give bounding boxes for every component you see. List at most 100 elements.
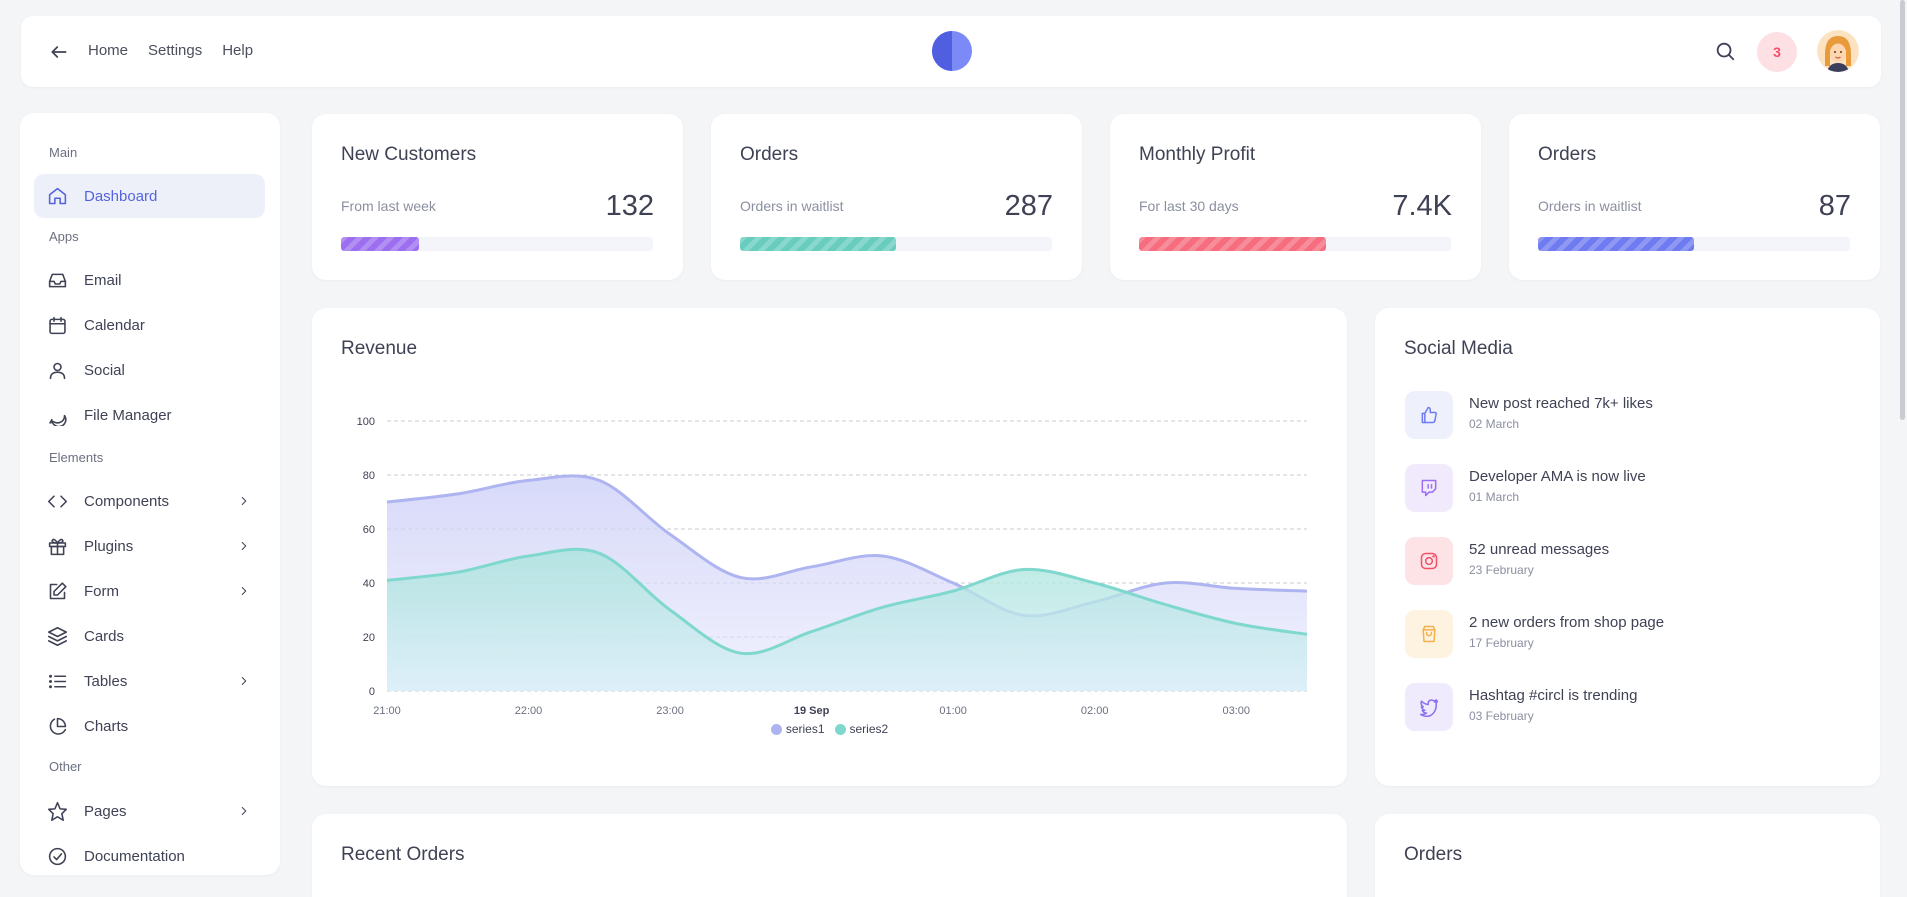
x-tick-label: 19 Sep <box>794 705 830 717</box>
sidebar-item-label: Charts <box>84 717 129 735</box>
calendar-icon <box>46 314 68 336</box>
sidebar-item-tables[interactable]: Tables <box>34 659 265 703</box>
top-bar: Home Settings Help 3 <box>21 16 1881 87</box>
nav-settings[interactable]: Settings <box>148 42 203 59</box>
stat-value: 7.4K <box>1392 190 1452 222</box>
sidebar-item-charts[interactable]: Charts <box>34 704 265 748</box>
stat-progress-fill <box>1139 237 1327 251</box>
chevron-right-icon[interactable] <box>237 804 251 818</box>
notification-badge[interactable]: 3 <box>1757 32 1797 72</box>
sidebar-item-label: Components <box>84 492 170 510</box>
search-icon[interactable] <box>1714 40 1738 64</box>
social-list-item[interactable]: 2 new orders from shop page 17 February <box>1405 610 1845 658</box>
sidebar-item-file-manager[interactable]: File Manager <box>34 393 265 437</box>
sidebar-item-email[interactable]: Email <box>34 258 265 302</box>
social-item-date: 01 March <box>1469 490 1520 504</box>
sidebar-item-label: Cards <box>84 627 125 645</box>
check-circle-icon <box>46 845 68 867</box>
stat-subtitle: For last 30 days <box>1139 198 1239 214</box>
legend-item-series2[interactable]: series2 <box>834 722 889 736</box>
stat-title: New Customers <box>341 144 477 165</box>
pie-chart-icon <box>46 715 68 737</box>
sidebar-item-label: Pages <box>84 802 127 820</box>
instagram-icon[interactable] <box>1405 537 1453 585</box>
stat-subtitle: Orders in waitlist <box>740 198 844 214</box>
scrollbar-thumb[interactable] <box>1900 0 1905 420</box>
star-icon <box>46 800 68 822</box>
logo-icon[interactable] <box>932 31 972 71</box>
social-item-text: Hashtag #circl is trending <box>1469 687 1638 704</box>
social-item-text: New post reached 7k+ likes <box>1469 395 1653 412</box>
stat-progress-track <box>740 237 1052 251</box>
layers-icon <box>46 625 68 647</box>
sidebar-item-components[interactable]: Components <box>34 479 265 523</box>
sidebar-item-documentation[interactable]: Documentation <box>34 834 265 878</box>
chevron-right-icon[interactable] <box>237 674 251 688</box>
sidebar-item-dashboard[interactable]: Dashboard <box>34 174 265 218</box>
sidebar-item-label: Tables <box>84 672 128 690</box>
chevron-right-icon[interactable] <box>237 539 251 553</box>
twitter-icon[interactable] <box>1405 683 1453 731</box>
sidebar-item-pages[interactable]: Pages <box>34 789 265 833</box>
gift-icon <box>46 535 68 557</box>
y-tick-label: 0 <box>369 686 375 698</box>
legend-label: series2 <box>849 722 889 736</box>
x-tick-label: 02:00 <box>1081 705 1109 717</box>
stat-value: 132 <box>605 190 654 222</box>
code-icon <box>46 490 68 512</box>
sidebar-item-cards[interactable]: Cards <box>34 614 265 658</box>
sidebar-item-form[interactable]: Form <box>34 569 265 613</box>
user-icon <box>46 359 68 381</box>
stat-title: Orders <box>740 144 799 165</box>
chart-legend: series1 series2 <box>312 722 1347 736</box>
x-tick-label: 22:00 <box>515 705 543 717</box>
nav-home[interactable]: Home <box>88 42 129 59</box>
stat-card: New Customers From last week 132 <box>312 114 683 280</box>
chevron-right-icon[interactable] <box>237 584 251 598</box>
stat-card: Monthly Profit For last 30 days 7.4K <box>1110 114 1481 280</box>
y-tick-label: 60 <box>363 524 375 536</box>
social-list-item[interactable]: New post reached 7k+ likes 02 March <box>1405 391 1845 439</box>
stat-progress-fill <box>341 237 419 251</box>
sidebar-item-label: Documentation <box>84 847 185 865</box>
y-tick-label: 100 <box>357 416 375 428</box>
shopping-bag-icon[interactable] <box>1405 610 1453 658</box>
social-list-item[interactable]: 52 unread messages 23 February <box>1405 537 1845 585</box>
social-item-text: Developer AMA is now live <box>1469 468 1646 485</box>
x-tick-label: 23:00 <box>656 705 684 717</box>
legend-dot <box>770 723 782 735</box>
stat-progress-fill <box>1538 237 1694 251</box>
social-list-item[interactable]: Hashtag #circl is trending 03 February <box>1405 683 1845 731</box>
sidebar-item-social[interactable]: Social <box>34 348 265 392</box>
sidebar-item-calendar[interactable]: Calendar <box>34 303 265 347</box>
chevron-right-icon[interactable] <box>237 494 251 508</box>
stat-value: 287 <box>1004 190 1053 222</box>
sidebar-section-other: Other <box>49 759 82 774</box>
social-item-date: 23 February <box>1469 563 1534 577</box>
stat-title: Monthly Profit <box>1139 144 1256 165</box>
stat-subtitle: Orders in waitlist <box>1538 198 1642 214</box>
social-item-text: 52 unread messages <box>1469 541 1610 558</box>
sidebar-item-label: Calendar <box>84 316 145 334</box>
stat-value: 87 <box>1818 190 1851 222</box>
stat-card: Orders Orders in waitlist 287 <box>711 114 1082 280</box>
sidebar-section-main: Main <box>49 145 78 160</box>
y-tick-label: 80 <box>363 470 375 482</box>
x-tick-label: 01:00 <box>939 705 967 717</box>
page-scrollbar[interactable] <box>1897 0 1907 897</box>
legend-item-series1[interactable]: series1 <box>770 722 825 736</box>
home-icon <box>46 185 68 207</box>
sidebar-item-plugins[interactable]: Plugins <box>34 524 265 568</box>
chat-bubble-icon <box>46 404 68 426</box>
list-icon <box>46 670 68 692</box>
edit-icon <box>46 580 68 602</box>
inbox-icon <box>46 269 68 291</box>
revenue-title: Revenue <box>341 338 418 359</box>
thumbs-up-icon[interactable] <box>1405 391 1453 439</box>
social-list-item[interactable]: Developer AMA is now live 01 March <box>1405 464 1845 512</box>
twitch-icon[interactable] <box>1405 464 1453 512</box>
back-arrow-icon[interactable] <box>47 40 71 64</box>
nav-help[interactable]: Help <box>222 42 254 59</box>
sidebar-item-label: Email <box>84 271 122 289</box>
avatar[interactable] <box>1817 30 1859 72</box>
